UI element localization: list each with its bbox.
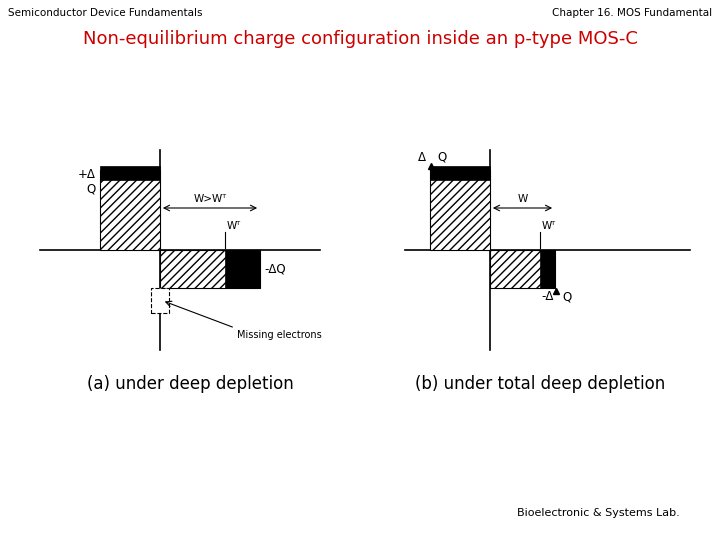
Text: Missing electrons: Missing electrons (237, 330, 322, 340)
Text: Q: Q (86, 182, 96, 195)
Bar (430, 170, 490, 250)
Bar (151, 288, 169, 313)
Bar (490, 250, 555, 288)
Text: (a) under deep depletion: (a) under deep depletion (86, 375, 293, 393)
Bar (100, 170, 160, 250)
Text: Q: Q (562, 290, 571, 303)
Text: Δ: Δ (418, 151, 426, 164)
Text: Wᵀ: Wᵀ (542, 221, 556, 231)
Text: -Δ: -Δ (541, 290, 554, 303)
Text: Chapter 16. MOS Fundamental: Chapter 16. MOS Fundamental (552, 8, 712, 18)
Text: Non-equilibrium charge configuration inside an p-type MOS-C: Non-equilibrium charge configuration ins… (83, 30, 637, 48)
Bar (160, 250, 260, 288)
Bar (540, 250, 555, 288)
Text: Q: Q (437, 151, 446, 164)
Text: -ΔQ: -ΔQ (264, 262, 286, 275)
Text: (b) under total deep depletion: (b) under total deep depletion (415, 375, 665, 393)
Bar (100, 166, 160, 180)
Bar (225, 250, 260, 288)
Text: W: W (518, 194, 528, 204)
Text: Wᵀ: Wᵀ (227, 221, 241, 231)
Text: Bioelectronic & Systems Lab.: Bioelectronic & Systems Lab. (517, 508, 680, 518)
Text: Semiconductor Device Fundamentals: Semiconductor Device Fundamentals (8, 8, 202, 18)
Bar (430, 166, 490, 180)
Text: W>Wᵀ: W>Wᵀ (194, 194, 227, 204)
Text: +Δ: +Δ (78, 168, 96, 181)
